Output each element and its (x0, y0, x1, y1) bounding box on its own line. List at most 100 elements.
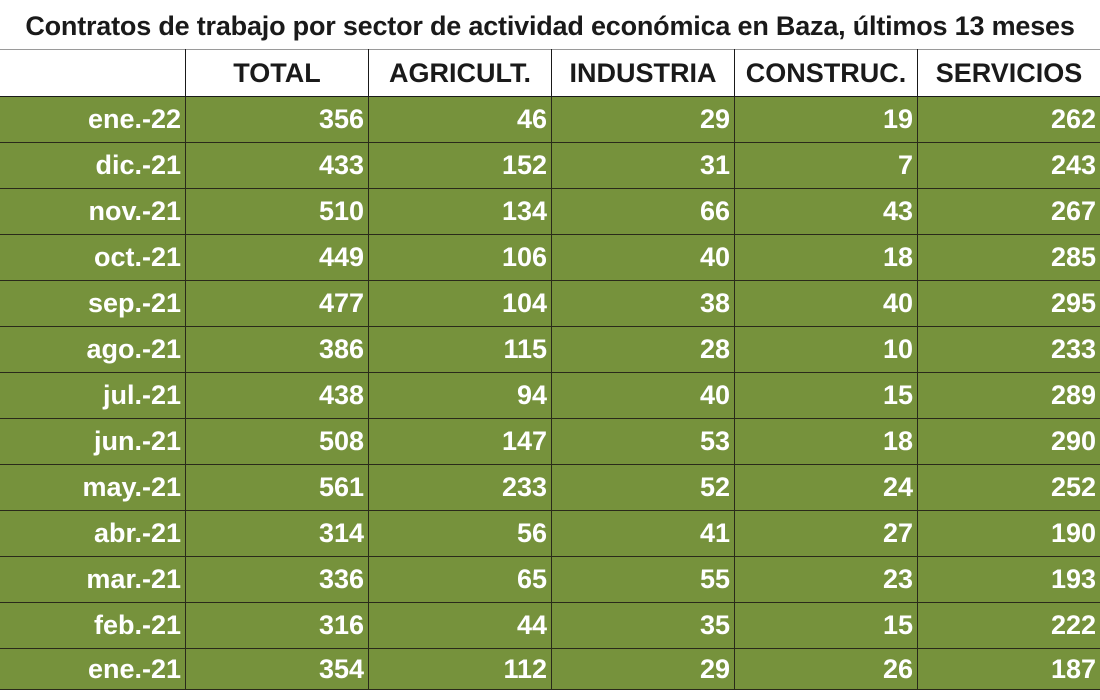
month-cell: nov.-21 (0, 188, 186, 235)
table-row: mar.-21 336 65 55 23 193 (0, 556, 1100, 603)
header-servicios: SERVICIOS (917, 49, 1100, 97)
value-cell-total: 386 (185, 326, 369, 373)
month-cell: jul.-21 (0, 372, 186, 419)
value-cell-industria: 52 (551, 464, 735, 511)
value-cell-servicios: 243 (917, 142, 1100, 189)
value-cell-industria: 55 (551, 556, 735, 603)
value-cell-total: 354 (185, 648, 369, 690)
header-row: TOTAL AGRICULT. INDUSTRIA CONSTRUC. SERV… (0, 49, 1100, 97)
table-row: ago.-21 386 115 28 10 233 (0, 326, 1100, 373)
value-cell-servicios: 289 (917, 372, 1100, 419)
month-cell: may.-21 (0, 464, 186, 511)
value-cell-servicios: 262 (917, 96, 1100, 143)
value-cell-agricultura: 104 (368, 280, 552, 327)
value-cell-industria: 38 (551, 280, 735, 327)
month-cell: oct.-21 (0, 234, 186, 281)
value-cell-total: 356 (185, 96, 369, 143)
value-cell-servicios: 295 (917, 280, 1100, 327)
value-cell-agricultura: 115 (368, 326, 552, 373)
month-cell: dic.-21 (0, 142, 186, 189)
table-row: may.-21 561 233 52 24 252 (0, 464, 1100, 511)
value-cell-industria: 28 (551, 326, 735, 373)
header-agricultura: AGRICULT. (368, 49, 552, 97)
value-cell-construccion: 43 (734, 188, 918, 235)
value-cell-agricultura: 233 (368, 464, 552, 511)
month-cell: ago.-21 (0, 326, 186, 373)
header-industria: INDUSTRIA (551, 49, 735, 97)
value-cell-servicios: 193 (917, 556, 1100, 603)
value-cell-agricultura: 44 (368, 602, 552, 649)
value-cell-servicios: 252 (917, 464, 1100, 511)
value-cell-agricultura: 152 (368, 142, 552, 189)
table-row: jul.-21 438 94 40 15 289 (0, 372, 1100, 419)
table-row: abr.-21 314 56 41 27 190 (0, 510, 1100, 557)
value-cell-industria: 31 (551, 142, 735, 189)
table-row: nov.-21 510 134 66 43 267 (0, 188, 1100, 235)
value-cell-total: 316 (185, 602, 369, 649)
value-cell-total: 433 (185, 142, 369, 189)
value-cell-servicios: 290 (917, 418, 1100, 465)
table-row: dic.-21 433 152 31 7 243 (0, 142, 1100, 189)
value-cell-construccion: 15 (734, 372, 918, 419)
table-row: ene.-22 356 46 29 19 262 (0, 96, 1100, 143)
value-cell-industria: 40 (551, 372, 735, 419)
value-cell-total: 336 (185, 556, 369, 603)
table-body: ene.-22 356 46 29 19 262 dic.-21 433 152 31 7 243 no… (0, 96, 1100, 690)
month-cell: mar.-21 (0, 556, 186, 603)
value-cell-construccion: 23 (734, 556, 918, 603)
table-row: oct.-21 449 106 40 18 285 (0, 234, 1100, 281)
value-cell-industria: 35 (551, 602, 735, 649)
header-corner-cell (0, 49, 186, 97)
value-cell-agricultura: 56 (368, 510, 552, 557)
value-cell-total: 477 (185, 280, 369, 327)
value-cell-total: 438 (185, 372, 369, 419)
value-cell-servicios: 267 (917, 188, 1100, 235)
value-cell-construccion: 27 (734, 510, 918, 557)
value-cell-agricultura: 46 (368, 96, 552, 143)
value-cell-total: 449 (185, 234, 369, 281)
value-cell-construccion: 18 (734, 234, 918, 281)
value-cell-total: 510 (185, 188, 369, 235)
table-row: jun.-21 508 147 53 18 290 (0, 418, 1100, 465)
header-construccion: CONSTRUC. (734, 49, 918, 97)
value-cell-industria: 53 (551, 418, 735, 465)
month-cell: feb.-21 (0, 602, 186, 649)
value-cell-industria: 40 (551, 234, 735, 281)
value-cell-construccion: 7 (734, 142, 918, 189)
value-cell-total: 508 (185, 418, 369, 465)
value-cell-servicios: 285 (917, 234, 1100, 281)
table-row: sep.-21 477 104 38 40 295 (0, 280, 1100, 327)
value-cell-agricultura: 112 (368, 648, 552, 690)
value-cell-construccion: 26 (734, 648, 918, 690)
value-cell-agricultura: 134 (368, 188, 552, 235)
value-cell-construccion: 40 (734, 280, 918, 327)
value-cell-construccion: 19 (734, 96, 918, 143)
table-title: Contratos de trabajo por sector de activ… (25, 11, 1075, 41)
contracts-table: TOTAL AGRICULT. INDUSTRIA CONSTRUC. SERV… (0, 49, 1100, 690)
value-cell-industria: 29 (551, 648, 735, 690)
value-cell-total: 314 (185, 510, 369, 557)
table-row: ene.-21 354 112 29 26 187 (0, 648, 1100, 690)
value-cell-servicios: 190 (917, 510, 1100, 557)
value-cell-industria: 66 (551, 188, 735, 235)
value-cell-construccion: 24 (734, 464, 918, 511)
table-row: feb.-21 316 44 35 15 222 (0, 602, 1100, 649)
month-cell: jun.-21 (0, 418, 186, 465)
value-cell-servicios: 233 (917, 326, 1100, 373)
value-cell-servicios: 222 (917, 602, 1100, 649)
value-cell-agricultura: 94 (368, 372, 552, 419)
value-cell-agricultura: 147 (368, 418, 552, 465)
month-cell: abr.-21 (0, 510, 186, 557)
value-cell-industria: 41 (551, 510, 735, 557)
value-cell-construccion: 18 (734, 418, 918, 465)
value-cell-industria: 29 (551, 96, 735, 143)
month-cell: sep.-21 (0, 280, 186, 327)
value-cell-total: 561 (185, 464, 369, 511)
value-cell-servicios: 187 (917, 648, 1100, 690)
value-cell-agricultura: 106 (368, 234, 552, 281)
value-cell-agricultura: 65 (368, 556, 552, 603)
month-cell: ene.-21 (0, 648, 186, 690)
value-cell-construccion: 15 (734, 602, 918, 649)
month-cell: ene.-22 (0, 96, 186, 143)
